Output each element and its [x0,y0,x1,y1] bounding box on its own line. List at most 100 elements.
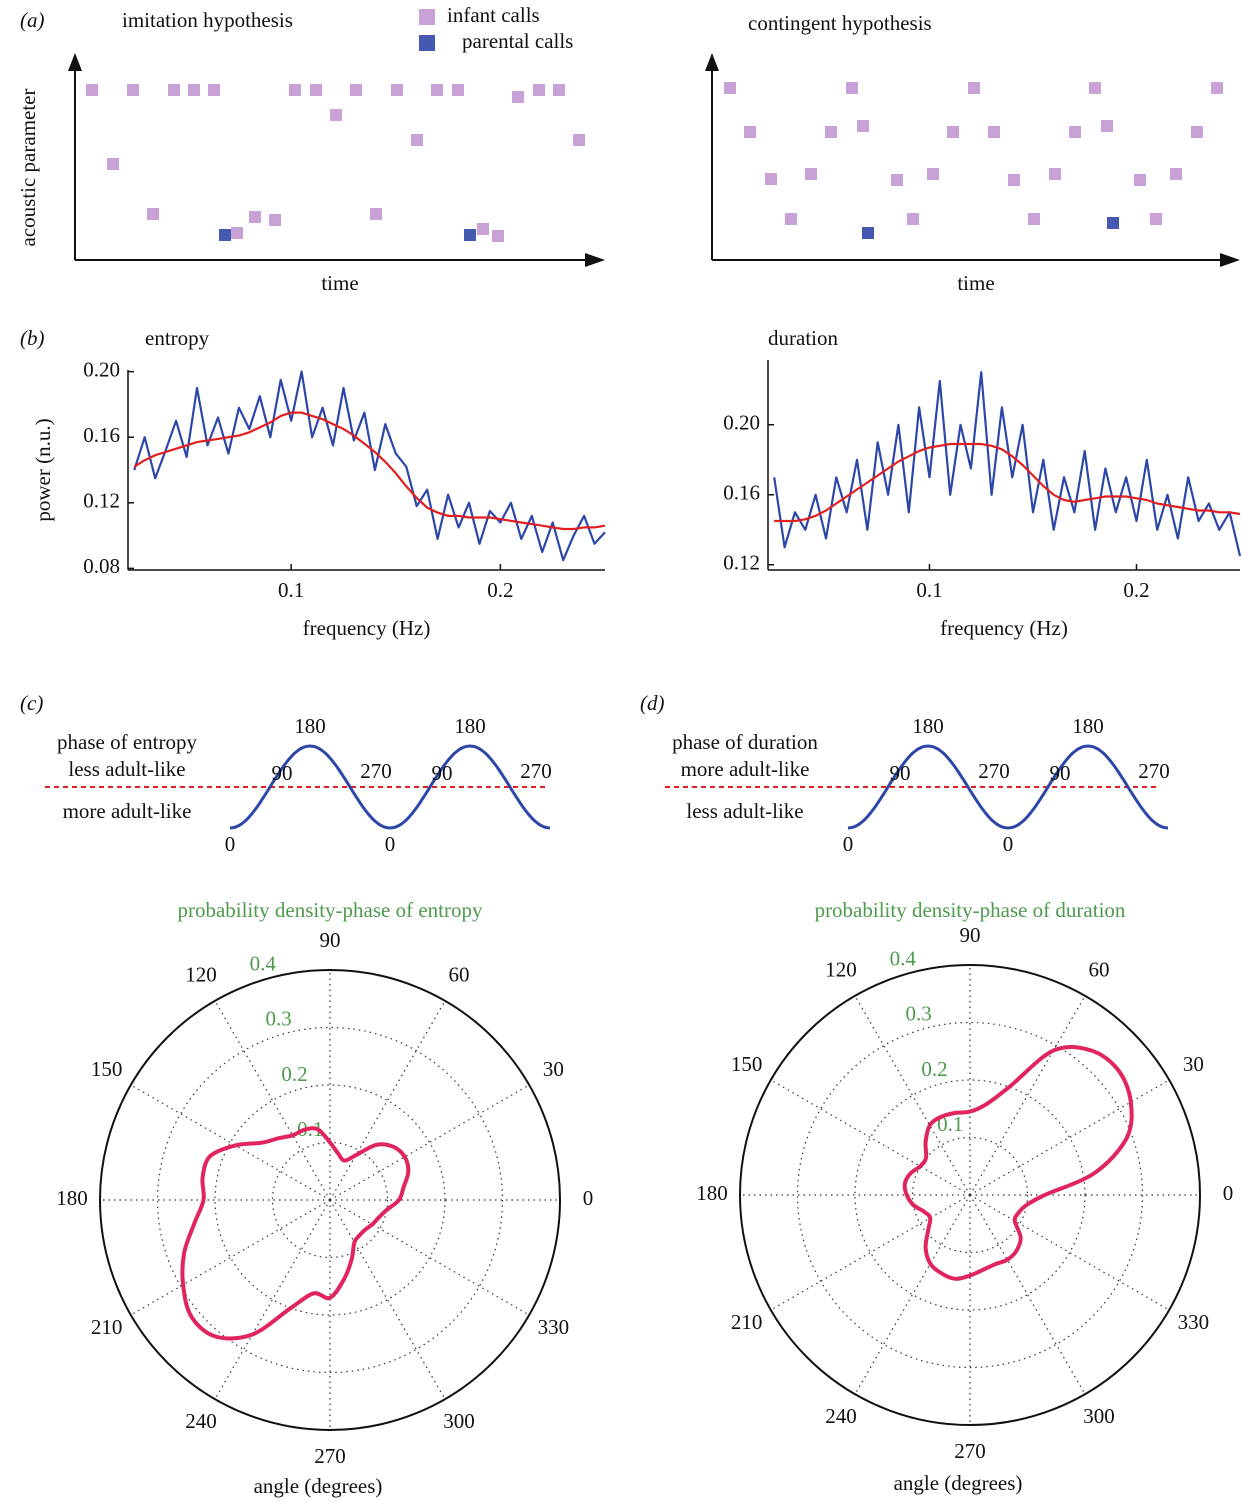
theta-tick-label: 30 [543,1057,564,1081]
marker [452,84,464,96]
grid-spoke [329,1199,446,1400]
marker [1028,213,1040,225]
grid-spoke [969,1194,1170,1311]
legend-swatch [419,35,435,51]
marker [127,84,139,96]
phase-label: 0 [385,832,396,856]
marker [1150,213,1162,225]
marker [1069,126,1081,138]
x-axis-arrow [1220,253,1240,267]
chart-title: entropy [145,326,210,350]
marker [573,134,585,146]
above-label: more adult-like [681,757,810,781]
theta-tick-label: 210 [91,1315,123,1339]
phase-label: 270 [978,759,1010,783]
phase-label: 270 [360,759,392,783]
phase-label: 270 [1138,759,1170,783]
marker [744,126,756,138]
marker [86,84,98,96]
polar-curve [902,1045,1134,1281]
theta-tick-label: 120 [825,957,857,981]
marker [1107,217,1119,229]
chart-title: duration [768,326,838,350]
marker [431,84,443,96]
grid-spoke [770,1079,971,1196]
marker [765,173,777,185]
theta-tick-label: 150 [91,1057,123,1081]
panel-label: (d) [640,691,665,715]
grid-ring [796,1021,1144,1369]
r-tick-label: 0.4 [890,946,917,970]
marker [1211,82,1223,94]
below-label: less adult-like [686,799,803,823]
phase-wave [229,744,551,830]
phase-label: 270 [520,759,552,783]
grid-spoke [214,1000,331,1201]
r-tick-label: 0.4 [250,951,277,975]
r-tick-label: 0.2 [281,1062,307,1086]
grid-ring [911,1136,1029,1254]
phase-label: 180 [454,714,486,738]
grid-spoke [329,1199,530,1316]
marker [785,213,797,225]
x-axis-label: angle (degrees) [894,1471,1023,1495]
marker [391,84,403,96]
marker [805,168,817,180]
theta-tick-label: 30 [1183,1052,1204,1076]
phase-label: 0 [225,832,236,856]
x-axis-label: time [321,271,358,295]
phase-label: 180 [1072,714,1104,738]
grid-spoke [130,1084,331,1201]
y-axis-arrow [705,53,719,71]
marker [825,126,837,138]
x-axis-label: frequency (Hz) [940,616,1068,640]
chart-title: probability density-phase of entropy [177,898,483,922]
theta-tick-label: 180 [696,1181,728,1205]
below-label: more adult-like [63,799,192,823]
grid-spoke [969,995,1086,1196]
x-axis-label: time [957,271,994,295]
marker [219,229,231,241]
marker [411,134,423,146]
theta-tick-label: 150 [731,1052,763,1076]
marker [289,84,301,96]
phase-label: 0 [1003,832,1014,856]
marker [891,174,903,186]
marker [168,84,180,96]
theta-tick-label: 330 [1178,1310,1210,1334]
phase-label: 180 [912,714,944,738]
marker [1049,168,1061,180]
grid-spoke [329,1000,446,1201]
marker [1101,120,1113,132]
grid-spoke [969,1194,1086,1395]
theta-tick-label: 90 [960,923,981,947]
marker [846,82,858,94]
marker [927,168,939,180]
marker [107,158,119,170]
marker [947,126,959,138]
marker [310,84,322,96]
marker [553,84,565,96]
r-tick-label: 0.2 [921,1057,947,1081]
grid-spoke [770,1194,971,1311]
marker [147,208,159,220]
marker [512,91,524,103]
grid-spoke [130,1199,331,1316]
marker [330,109,342,121]
line-series [773,371,1242,557]
phase-title: phase of duration [672,730,818,754]
outer-circle [99,969,561,1431]
y-tick-label: 0.16 [83,423,120,447]
phase-label: 90 [432,761,453,785]
phase-label: 90 [890,761,911,785]
theta-tick-label: 120 [185,962,217,986]
grid-spoke [214,1199,331,1400]
r-tick-label: 0.3 [905,1002,931,1026]
x-tick-label: 0.2 [487,578,513,602]
y-axis-label: power (n.u.) [31,418,55,521]
theta-tick-label: 210 [731,1310,763,1334]
y-tick-label: 0.16 [723,481,760,505]
marker [231,227,243,239]
